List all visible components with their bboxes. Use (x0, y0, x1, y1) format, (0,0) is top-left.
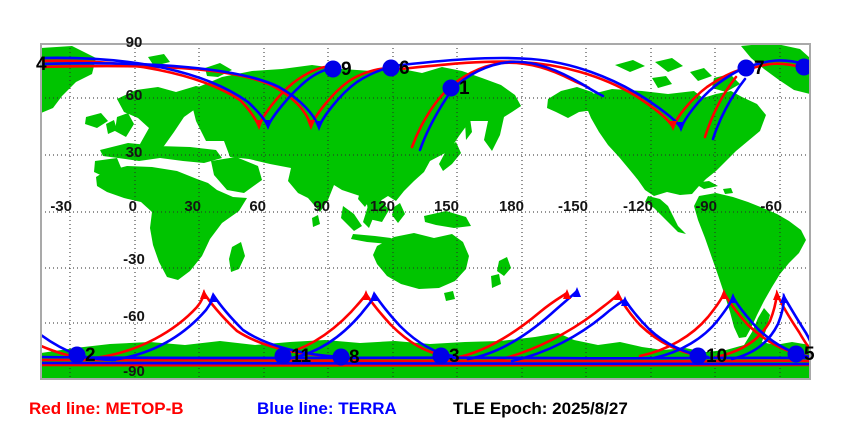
longitude-label: -90 (695, 198, 717, 215)
longitude-label: 120 (370, 198, 395, 215)
legend-tle-epoch: TLE Epoch: 2025/8/27 (453, 399, 628, 419)
pass-number-label: 11 (291, 346, 312, 367)
metop-b-track-segment (389, 60, 745, 130)
pass-number-label: 1 (459, 78, 470, 99)
terra-track-segment (41, 62, 394, 131)
landmasses (41, 44, 810, 379)
terra-track-segment (418, 60, 605, 152)
pass-number-label: 8 (349, 347, 360, 368)
track-direction-arrow (307, 120, 315, 130)
satellite-dot (274, 347, 292, 365)
satellite-dot (332, 348, 350, 366)
longitude-label: -30 (50, 198, 72, 215)
satellite-dot (68, 346, 86, 364)
satellite-position-dots (20, 56, 810, 366)
latitude-label: -30 (123, 251, 145, 268)
track-direction-arrow (780, 293, 788, 303)
track-direction-arrow (614, 290, 622, 300)
longitude-label: 180 (499, 198, 524, 215)
pass-number-label: 4 (36, 54, 47, 75)
track-direction-arrow (563, 289, 571, 299)
track-direction-arrow (362, 290, 370, 300)
longitude-label: -150 (558, 198, 588, 215)
track-direction-arrow (669, 121, 677, 131)
satellite-dot (432, 347, 450, 365)
satellite-dot (382, 59, 400, 77)
track-direction-arrow (720, 289, 728, 299)
longitude-label: 0 (129, 198, 137, 215)
track-direction-arrow (264, 120, 272, 130)
longitude-label: 60 (249, 198, 266, 215)
pass-number-label: 3 (449, 346, 460, 367)
continents (41, 44, 810, 379)
metop-b-track-segment (703, 75, 738, 139)
pass-number-labels: 1 2 3 4 5 6 7 8 9 10 11 (36, 54, 815, 368)
satellite-dot (795, 58, 810, 76)
latitude-label: 90 (126, 34, 143, 51)
pass-number-label: 9 (341, 59, 352, 80)
pass-number-label: 5 (804, 344, 815, 365)
axis-labels: 90 60 30 -30 -60 -90 -30 0 30 60 90 120 150 180 -150 -1… (50, 34, 782, 380)
track-direction-arrow (677, 122, 685, 132)
pass-number-label: 2 (85, 345, 96, 366)
legend-red-satellite: Red line: METOP-B (29, 399, 184, 419)
graticule (41, 44, 810, 379)
terra-track-segment (41, 355, 810, 360)
latitude-label: 60 (126, 87, 143, 104)
track-direction-arrow (729, 293, 737, 303)
terra-track-segment (711, 77, 747, 141)
track-direction-arrow (573, 287, 581, 297)
pass-number-label: 7 (754, 58, 765, 79)
metop-b-track-segment (41, 358, 810, 363)
latitude-label: -60 (123, 308, 145, 325)
longitude-label: 90 (313, 198, 330, 215)
satellite-dot (787, 345, 805, 363)
track-direction-arrow (773, 290, 781, 300)
legend-epoch-label: TLE Epoch: 2025/8/27 (453, 399, 628, 418)
latitude-label: -90 (123, 363, 145, 380)
track-direction-arrow (200, 289, 208, 299)
longitude-label: 150 (434, 198, 459, 215)
terra-track-segment (41, 361, 810, 366)
legend-blue-label: Blue line: TERRA (257, 399, 397, 418)
track-direction-arrow (370, 291, 378, 301)
longitude-label: -60 (760, 198, 782, 215)
pass-number-label: 10 (706, 346, 727, 367)
track-direction-arrow (255, 120, 263, 130)
ground-tracks (41, 56, 810, 367)
legend-blue-satellite: Blue line: TERRA (257, 399, 397, 419)
satellite-dot (442, 79, 460, 97)
metop-b-track-segment (453, 291, 569, 360)
longitude-label: 30 (184, 198, 201, 215)
track-direction-arrow (621, 296, 629, 306)
track-direction-arrow (315, 121, 323, 131)
map-border (40, 43, 811, 380)
longitude-label: -120 (623, 198, 653, 215)
satellite-dot (324, 60, 342, 78)
track-direction-arrow (209, 292, 217, 302)
legend-red-label: Red line: METOP-B (29, 399, 184, 418)
satellite-dot (689, 347, 707, 365)
satellite-dot (737, 59, 755, 77)
latitude-label: 30 (126, 144, 143, 161)
terra-track-segment (390, 56, 749, 131)
satellite-dot (20, 56, 37, 73)
pass-number-label: 6 (399, 58, 410, 79)
